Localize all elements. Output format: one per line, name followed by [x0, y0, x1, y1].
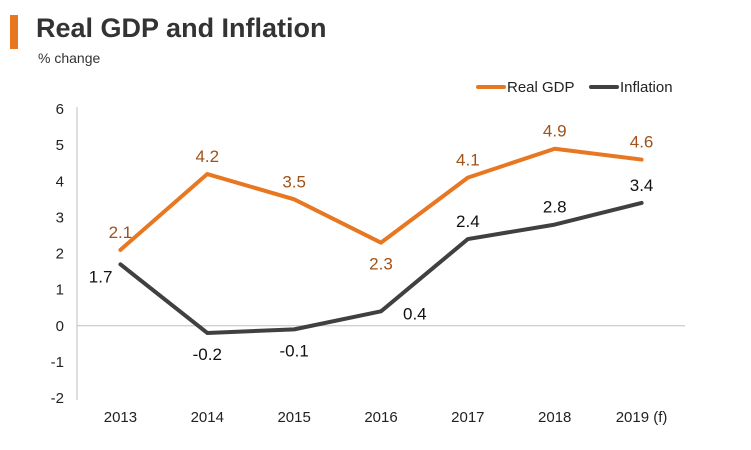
- y-tick-label: 0: [56, 318, 64, 335]
- x-tick-label: 2014: [191, 409, 224, 426]
- chart-subtitle: % change: [38, 50, 101, 66]
- y-tick-label: 6: [56, 101, 64, 118]
- data-label: 1.7: [89, 267, 113, 286]
- data-label: 4.9: [543, 122, 567, 141]
- x-tick-label: 2013: [104, 409, 137, 426]
- y-tick-label: -1: [51, 354, 64, 371]
- data-label: -0.1: [279, 341, 308, 360]
- series-line-inflation: [118, 200, 644, 335]
- y-tick-label: 2: [56, 246, 64, 263]
- y-tick-label: -2: [51, 390, 64, 407]
- y-tick-label: 5: [56, 137, 64, 154]
- series-line-real-gdp: [118, 146, 644, 252]
- data-label: 3.4: [630, 176, 654, 195]
- y-tick-label: 3: [56, 209, 64, 226]
- chart-legend: Real GDP Inflation: [476, 79, 673, 96]
- data-label: 2.8: [543, 198, 567, 217]
- x-tick-label: 2018: [538, 409, 571, 426]
- chart-title: Real GDP and Inflation: [36, 13, 327, 43]
- data-label: 4.1: [456, 151, 480, 170]
- legend-label: Inflation: [620, 79, 673, 96]
- data-label: 4.6: [630, 133, 654, 152]
- chart-axes: -2 -1 0 1 2 3 4 5 6 2013 2014 2015 2016 2017 2018 2019 …: [51, 101, 685, 426]
- data-label: 4.2: [195, 147, 219, 166]
- title-accent-bar: [10, 15, 18, 49]
- y-tick-label: 4: [56, 173, 64, 190]
- x-tick-label: 2015: [277, 409, 310, 426]
- data-label: 2.4: [456, 212, 480, 231]
- x-tick-label: 2017: [451, 409, 484, 426]
- x-tick-label: 2016: [364, 409, 397, 426]
- chart-series-lines: [118, 146, 644, 335]
- data-label: 2.3: [369, 255, 393, 274]
- x-tick-label: 2019 (f): [616, 409, 668, 426]
- data-label: -0.2: [193, 345, 222, 364]
- data-label: 2.1: [109, 223, 133, 242]
- data-label: 0.4: [403, 304, 427, 323]
- data-label: 3.5: [282, 172, 306, 191]
- y-tick-label: 1: [56, 282, 64, 299]
- legend-label: Real GDP: [507, 79, 575, 96]
- chart-data-labels: 2.1 4.2 3.5 2.3 4.1 4.9 4.6 1.7 -0.2 -0.1 0.4 2.4 2.…: [89, 122, 654, 364]
